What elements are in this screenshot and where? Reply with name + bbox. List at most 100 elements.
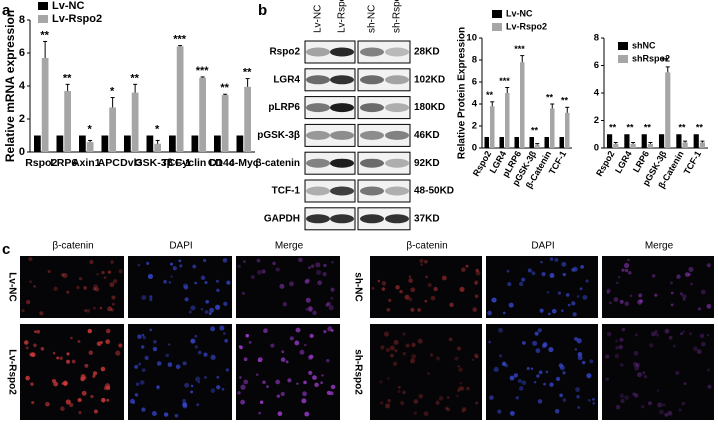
cell xyxy=(540,260,543,264)
cell xyxy=(475,355,479,359)
cell xyxy=(658,409,664,415)
cell xyxy=(572,312,577,317)
bar xyxy=(244,86,251,152)
cell xyxy=(679,292,684,296)
cell xyxy=(256,258,261,263)
cell xyxy=(190,384,194,388)
cell xyxy=(226,280,231,285)
cell xyxy=(210,326,216,332)
cell xyxy=(634,333,638,337)
cell xyxy=(404,294,410,300)
cell xyxy=(134,364,139,369)
cell xyxy=(259,400,264,405)
cell xyxy=(534,331,539,336)
bar xyxy=(191,135,199,152)
cell xyxy=(680,332,684,336)
cell xyxy=(667,410,673,416)
cell xyxy=(377,279,381,283)
x-tick-label: Dvl3 xyxy=(120,157,142,169)
bar xyxy=(64,90,71,152)
cell xyxy=(619,362,624,367)
cell xyxy=(194,281,197,285)
cell xyxy=(62,380,68,386)
cell xyxy=(112,279,118,284)
significance: ** xyxy=(63,72,72,84)
cell xyxy=(190,338,196,344)
cell xyxy=(323,330,327,334)
error-bar xyxy=(505,87,510,93)
cell xyxy=(77,340,81,344)
cell xyxy=(474,281,478,286)
cell xyxy=(93,409,98,414)
cell xyxy=(462,407,467,412)
bar xyxy=(693,134,699,148)
cell xyxy=(581,360,586,365)
cell xyxy=(221,387,225,391)
cell xyxy=(219,325,225,331)
cell xyxy=(285,360,289,364)
cell xyxy=(532,340,538,346)
x-tick-label: c-Myc xyxy=(229,157,259,169)
cell xyxy=(261,269,266,274)
cell xyxy=(371,286,375,290)
cell xyxy=(315,262,321,268)
error-bar xyxy=(665,66,670,73)
cell xyxy=(634,365,640,371)
bar xyxy=(514,137,519,148)
cell xyxy=(433,286,438,292)
significance: ** xyxy=(626,123,634,133)
cell xyxy=(328,305,334,311)
cell xyxy=(210,388,216,394)
cell xyxy=(137,334,142,339)
cell xyxy=(638,293,643,298)
cell xyxy=(209,307,215,313)
cell xyxy=(87,328,92,334)
cell xyxy=(110,260,114,264)
cell xyxy=(517,378,522,384)
cell xyxy=(270,343,275,348)
cell xyxy=(497,409,502,414)
cell xyxy=(418,393,424,399)
blot-band xyxy=(385,75,409,85)
cell xyxy=(194,334,198,338)
cell xyxy=(618,344,623,350)
micrograph xyxy=(486,256,598,318)
cell xyxy=(435,400,440,405)
significance: ** xyxy=(531,125,539,135)
cell xyxy=(413,411,417,415)
cell xyxy=(608,301,612,305)
row-label: Lv-Rspo2 xyxy=(6,349,17,395)
cell xyxy=(45,401,50,407)
blot-band xyxy=(330,186,354,196)
cell xyxy=(224,338,229,343)
cell xyxy=(56,356,60,360)
cell xyxy=(554,408,560,414)
cell xyxy=(93,284,98,289)
cell xyxy=(179,264,183,268)
cell xyxy=(606,288,611,293)
bar xyxy=(544,137,549,148)
cell xyxy=(153,340,157,344)
cell xyxy=(331,260,334,264)
cell xyxy=(105,339,111,345)
error-bar xyxy=(613,142,618,144)
cell xyxy=(99,306,103,310)
cell xyxy=(457,365,460,368)
cell xyxy=(643,375,648,379)
cell xyxy=(314,382,319,387)
cell xyxy=(675,370,680,375)
cell xyxy=(69,402,74,408)
cell xyxy=(549,382,554,387)
cell xyxy=(308,266,311,270)
blot-size: 180KD xyxy=(414,102,445,113)
cell xyxy=(615,404,621,410)
cell xyxy=(676,274,681,279)
cell xyxy=(182,401,188,407)
cell xyxy=(296,382,299,385)
channel-label: DAPI xyxy=(531,241,554,252)
blot-band xyxy=(306,186,330,196)
legend-label: shRspo2 xyxy=(632,53,670,63)
panel-label: b xyxy=(258,2,267,19)
cell xyxy=(620,398,625,404)
cell xyxy=(561,309,564,312)
